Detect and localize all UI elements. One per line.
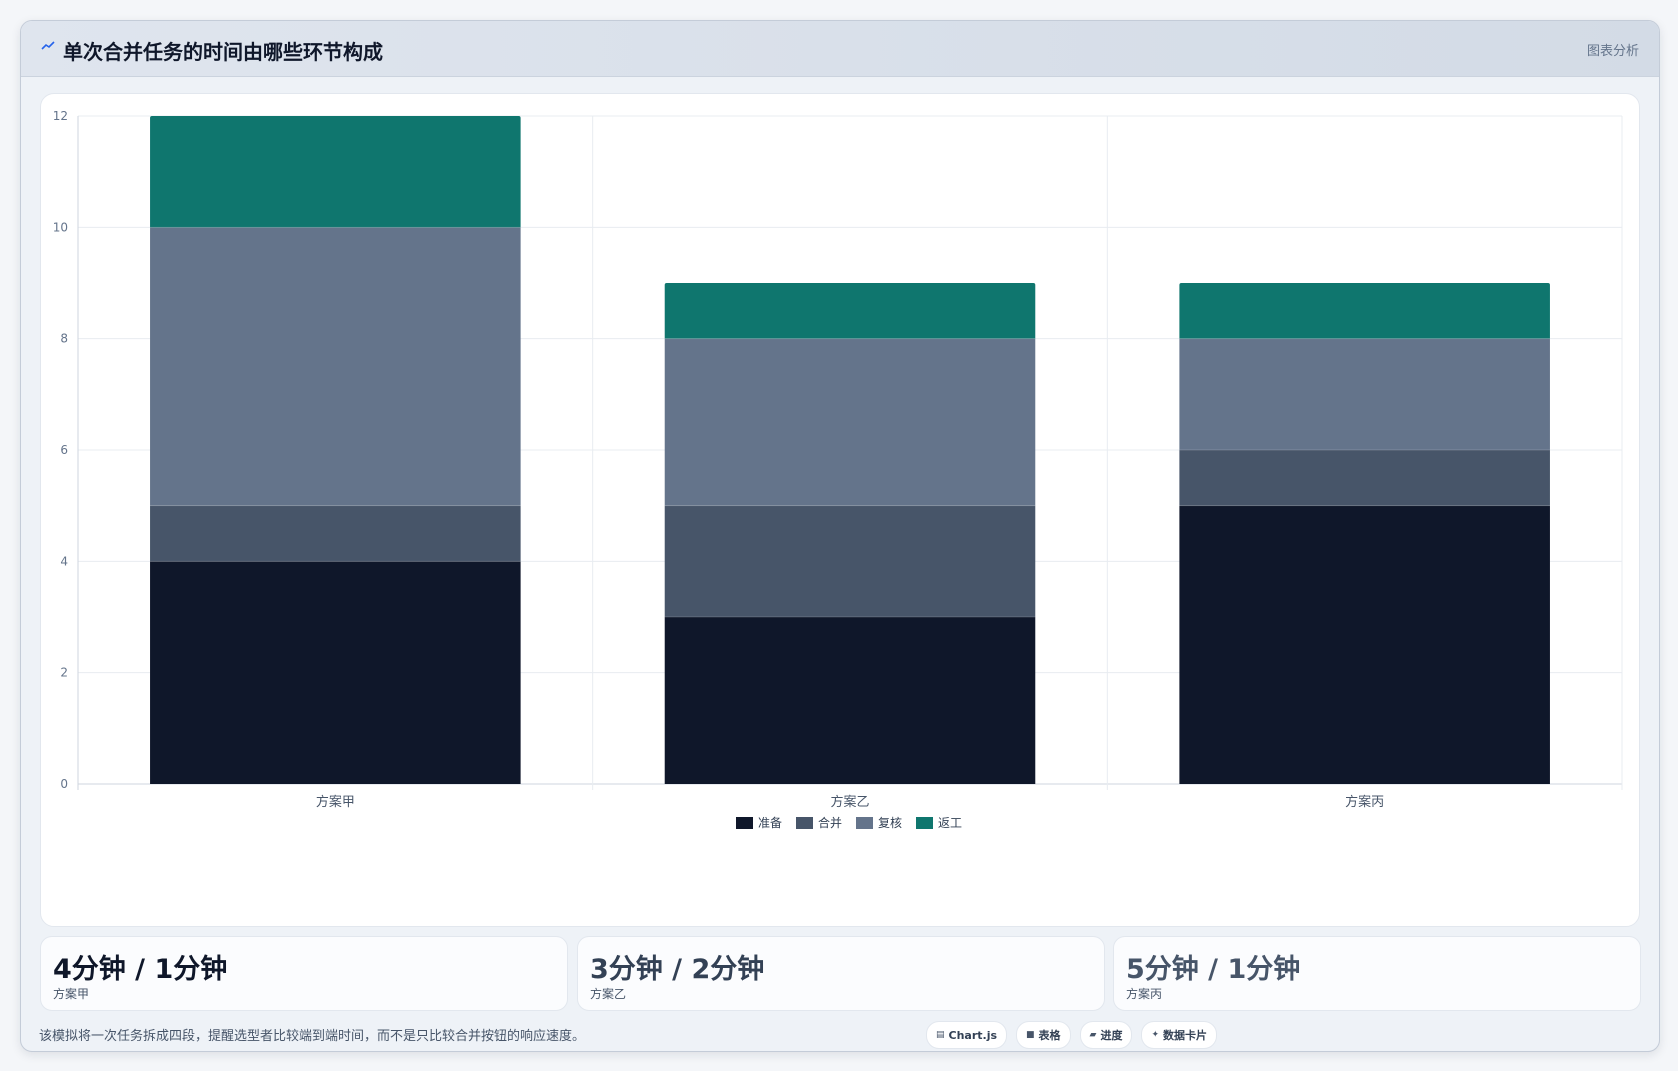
pill-label: 进度 [1100,1029,1123,1042]
y-tick-label: 0 [60,777,68,791]
title-bar: 单次合并任务的时间由哪些环节构成 图表分析 [21,21,1659,77]
pill-label: 数据卡片 [1163,1029,1208,1042]
legend-swatch [916,817,933,829]
legend-label: 返工 [938,816,962,830]
stat-value: 3分钟 / 2分钟 [590,954,765,985]
y-tick-label: 6 [60,443,68,457]
app-window: 单次合并任务的时间由哪些环节构成 图表分析 0 2 4 6 8 10 12 方案甲 方案乙 方案丙… [20,20,1660,1052]
table-icon: ■ [1026,1030,1035,1040]
analysis-tag: 图表分析 [1586,44,1639,59]
stat-label: 方案丙 [1126,987,1163,1001]
x-tick-label: 方案乙 [830,794,869,810]
pill-chartjs[interactable]: ▤ Chart.js [926,1021,1008,1049]
footer-note: 该模拟将一次任务拆成四段，提醒选型者比较端到端时间，而不是只比较合并按钮的响应速… [39,1029,586,1044]
chart-icon [41,41,55,50]
bar-segment [1179,505,1550,784]
legend-label: 准备 [758,816,782,830]
pill-label: Chart.js [948,1028,998,1042]
grid-icon: ▤ [936,1030,945,1040]
pill-data-card[interactable]: ✦ 数据卡片 [1141,1021,1218,1049]
legend-swatch [856,817,873,829]
y-tick-label: 10 [53,220,68,234]
legend-swatch [736,817,753,829]
bar-segment [664,617,1036,784]
stat-card-b: 3分钟 / 2分钟 方案乙 [577,936,1105,1011]
chart-card: 0 2 4 6 8 10 12 方案甲 方案乙 方案丙准备 合并 复核 返工 [40,93,1640,927]
stat-card-a: 4分钟 / 1分钟 方案甲 [40,936,568,1011]
legend-label: 复核 [878,816,902,830]
page-title: 单次合并任务的时间由哪些环节构成 [63,40,383,64]
pill-table[interactable]: ■ 表格 [1016,1021,1071,1049]
bar-segment [150,227,521,506]
y-tick-label: 4 [60,554,68,568]
stat-card-c: 5分钟 / 1分钟 方案丙 [1113,936,1641,1011]
stat-label: 方案乙 [590,987,627,1001]
sparkle-icon: ✦ [1151,1030,1160,1040]
y-tick-label: 2 [60,666,68,680]
bar-segment [1179,283,1550,339]
y-tick-label: 12 [53,109,68,123]
stat-label: 方案甲 [53,987,90,1001]
x-tick-label: 方案甲 [316,794,355,810]
bar-segment [1179,338,1550,450]
pill-label: 表格 [1038,1029,1061,1042]
bar-segment [150,561,521,784]
stat-value: 4分钟 / 1分钟 [53,954,228,985]
x-tick-label: 方案丙 [1345,794,1384,810]
bar-segment [664,338,1036,506]
pill-progress[interactable]: ▰ 进度 [1079,1021,1133,1049]
legend-swatch [796,817,813,829]
bar-segment [150,505,521,562]
bar-segment [664,505,1036,617]
y-tick-label: 8 [60,332,68,346]
tech-pills: ▤ Chart.js ■ 表格 ▰ 进度 ✦ 数据卡片 [926,1021,1218,1049]
stat-value: 5分钟 / 1分钟 [1126,954,1301,985]
bar-segment [664,283,1036,339]
bar-segment [150,116,521,228]
legend-label: 合并 [818,815,842,830]
bar-segment [1179,450,1550,506]
progress-icon: ▰ [1089,1030,1097,1040]
